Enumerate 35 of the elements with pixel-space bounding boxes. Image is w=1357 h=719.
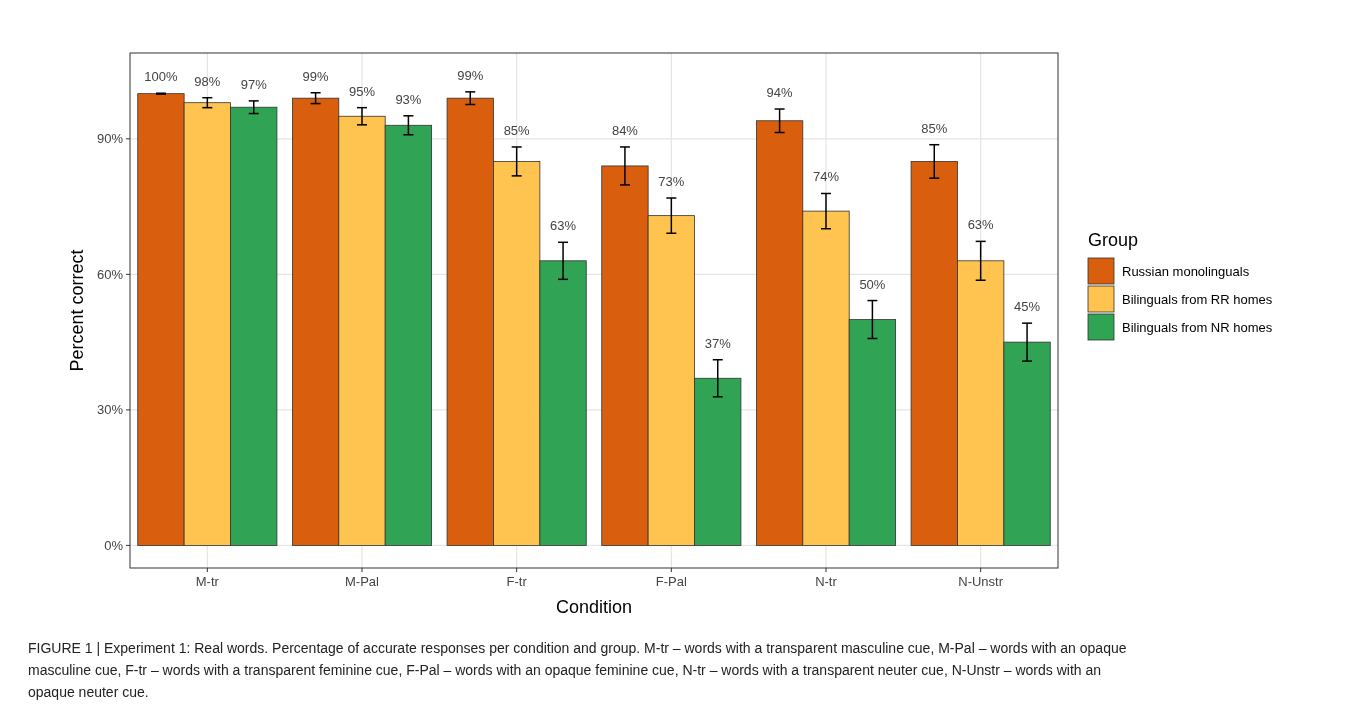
y-tick-label: 60% [96,266,124,282]
x-tick-label: M-Pal [345,574,380,589]
x-tick-label: F-tr [506,574,528,589]
data-label: 74% [812,169,840,185]
legend-label: Bilinguals from NR homes [1122,319,1273,335]
data-label: 37% [704,335,732,351]
legend-label: Bilinguals from RR homes [1122,291,1273,307]
caption: FIGURE 1 | Experiment 1: Real words. Percentage of accurate responses per condition and group. M-tr – words with a transparent masculine cue, M-Pal – words with an opaque masculine cue, F-tr – words with a transparent feminine cue, F-Pal – words with an opaque feminine cue, N-tr – words with a transparent neuter cue, N-Unstr – words with an opaque neuter cue. [28,640,1127,700]
data-label: 99% [302,68,330,84]
x-tick-label: M-tr [195,574,220,589]
legend-label: Russian monolinguals [1122,263,1250,279]
data-label: 98% [194,73,221,89]
data-label: 84% [611,122,639,138]
data-label: 85% [921,120,948,136]
y-tick-label: 30% [96,402,124,418]
data-label: 94% [766,85,794,101]
x-tick-label: N-Unstr [958,574,1004,589]
data-label: 63% [550,218,577,234]
data-label: 63% [967,217,995,233]
data-label: 85% [503,122,531,138]
data-label: 45% [1014,299,1041,315]
data-label: 73% [658,174,685,190]
x-axis-title: Condition [555,597,633,617]
data-label: 93% [395,91,422,107]
data-label: 100% [144,69,178,85]
y-tick-label: 90% [96,131,124,147]
data-label: 50% [859,276,886,292]
x-tick-label: N-tr [815,574,838,589]
x-tick-label: F-Pal [655,574,687,589]
data-label: 95% [348,83,376,99]
data-label: 99% [457,67,484,83]
y-tick-label: 0% [104,537,124,553]
legend-title: Group [1088,230,1139,250]
data-label: 97% [240,76,268,92]
y-axis-title: Percent correct [67,249,87,372]
